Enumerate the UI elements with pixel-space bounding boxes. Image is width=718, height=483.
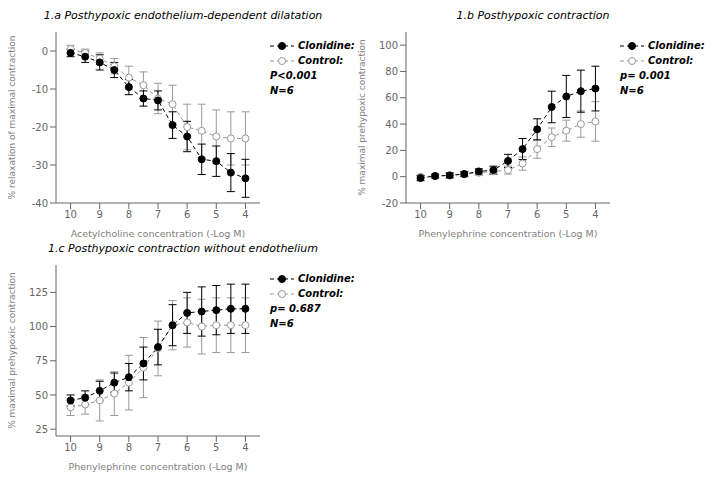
svg-text:Phenylephrine concentration (-: Phenylephrine concentration (-Log M) — [418, 228, 597, 239]
svg-text:% relaxation of maximal contra: % relaxation of maximal contraction — [8, 36, 17, 200]
svg-text:7: 7 — [155, 442, 161, 453]
html-text:Control:: Control: — [298, 55, 344, 66]
html-text:p= 0.001: p= 0.001 — [620, 70, 671, 81]
svg-text:9: 9 — [447, 209, 453, 220]
svg-text:4: 4 — [242, 209, 248, 220]
svg-text:7: 7 — [155, 209, 161, 220]
svg-text:7: 7 — [505, 209, 511, 220]
svg-text:20: 20 — [385, 145, 398, 156]
svg-text:75: 75 — [35, 355, 48, 366]
svg-text:6: 6 — [184, 442, 190, 453]
svg-text:4: 4 — [242, 442, 248, 453]
svg-text:0: 0 — [42, 46, 48, 57]
svg-text:5: 5 — [213, 442, 219, 453]
svg-text:50: 50 — [35, 390, 48, 401]
svg-text:0: 0 — [392, 171, 398, 182]
svg-text:-30: -30 — [32, 160, 48, 171]
svg-text:-20: -20 — [32, 122, 48, 133]
html-text:p= 0.687: p= 0.687 — [270, 303, 321, 314]
svg-text:6: 6 — [534, 209, 540, 220]
svg-text:5: 5 — [213, 209, 219, 220]
svg-text:8: 8 — [126, 209, 132, 220]
svg-text:60: 60 — [385, 92, 398, 103]
svg-text:100: 100 — [379, 40, 398, 51]
html-text:N=6: N=6 — [620, 85, 644, 96]
svg-text:9: 9 — [97, 209, 103, 220]
svg-text:80: 80 — [385, 66, 398, 77]
svg-text:10: 10 — [64, 442, 77, 453]
svg-text:Phenylephrine concentration (-: Phenylephrine concentration (-Log M) — [68, 461, 247, 472]
svg-text:10: 10 — [64, 209, 77, 220]
svg-text:% maximal prehypoxic contracti: % maximal prehypoxic contraction — [358, 39, 367, 196]
html-text:P<0.001: P<0.001 — [270, 70, 318, 81]
svg-text:% maximal prehypoxic contracti: % maximal prehypoxic contraction — [8, 272, 17, 429]
html-text:Clonidine:: Clonidine: — [298, 40, 355, 51]
html-text:1.b Posthypoxic contraction: 1.b Posthypoxic contraction — [456, 9, 610, 22]
svg-text:5: 5 — [563, 209, 569, 220]
svg-text:40: 40 — [385, 119, 398, 130]
html-text:N=6: N=6 — [270, 85, 294, 96]
html-text:Clonidine:: Clonidine: — [298, 273, 355, 284]
svg-text:-40: -40 — [32, 198, 48, 209]
html-text:1.c Posthypoxic contraction wi: 1.c Posthypoxic contraction without endo… — [48, 242, 318, 255]
html-text:Clonidine:: Clonidine: — [648, 40, 705, 51]
svg-text:125: 125 — [29, 287, 48, 298]
html-text:Control:: Control: — [648, 55, 694, 66]
html-text:N=6: N=6 — [270, 318, 294, 329]
svg-text:6: 6 — [184, 209, 190, 220]
svg-text:Acetylcholine concentration (-: Acetylcholine concentration (-Log M) — [71, 228, 245, 239]
svg-text:4: 4 — [592, 209, 598, 220]
svg-text:100: 100 — [29, 321, 48, 332]
svg-text:8: 8 — [126, 442, 132, 453]
svg-text:25: 25 — [35, 424, 48, 435]
svg-text:-10: -10 — [32, 84, 48, 95]
html-text:Control:: Control: — [298, 288, 344, 299]
html-text:1.a Posthypoxic endothelium-de: 1.a Posthypoxic endothelium-dependent di… — [43, 9, 323, 22]
svg-text:10: 10 — [414, 209, 427, 220]
svg-text:-20: -20 — [382, 198, 398, 209]
svg-text:9: 9 — [97, 442, 103, 453]
svg-text:8: 8 — [476, 209, 482, 220]
